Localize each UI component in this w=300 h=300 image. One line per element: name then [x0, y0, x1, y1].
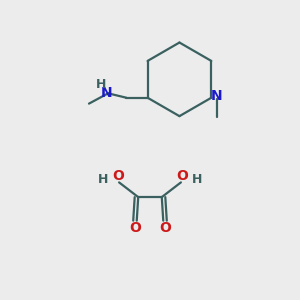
- Text: O: O: [159, 221, 171, 235]
- Text: H: H: [192, 173, 202, 186]
- Text: N: N: [211, 89, 222, 103]
- Text: O: O: [112, 169, 124, 183]
- Text: H: H: [96, 78, 106, 91]
- Text: N: N: [101, 86, 112, 100]
- Text: H: H: [98, 173, 108, 186]
- Text: O: O: [176, 169, 188, 183]
- Text: O: O: [129, 221, 141, 235]
